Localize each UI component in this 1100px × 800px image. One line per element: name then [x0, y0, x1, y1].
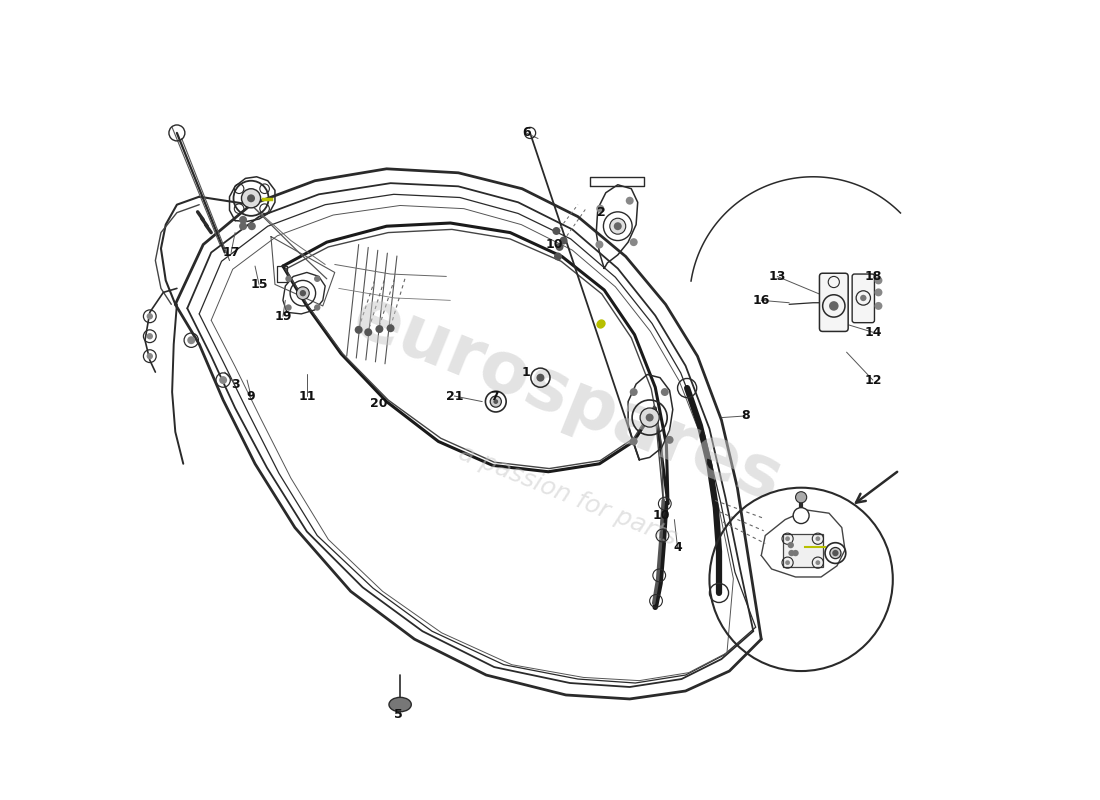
Text: 5: 5 — [394, 709, 403, 722]
Text: 17: 17 — [222, 246, 240, 259]
Text: 8: 8 — [741, 410, 749, 422]
Ellipse shape — [389, 698, 411, 712]
Circle shape — [789, 550, 794, 556]
Circle shape — [552, 227, 560, 235]
Text: 6: 6 — [521, 126, 530, 139]
Circle shape — [560, 237, 568, 245]
Circle shape — [239, 216, 248, 224]
Circle shape — [785, 536, 790, 541]
Text: 10: 10 — [546, 238, 563, 251]
Text: a passion for parts: a passion for parts — [455, 441, 680, 550]
Text: 2: 2 — [597, 206, 606, 219]
FancyBboxPatch shape — [852, 274, 874, 322]
Circle shape — [874, 277, 882, 285]
Circle shape — [874, 302, 882, 310]
Circle shape — [354, 326, 363, 334]
Circle shape — [609, 218, 626, 234]
Circle shape — [556, 243, 563, 251]
FancyBboxPatch shape — [783, 534, 823, 567]
Circle shape — [285, 276, 292, 282]
Circle shape — [646, 414, 653, 422]
Text: 14: 14 — [865, 326, 881, 338]
Circle shape — [146, 353, 153, 359]
Text: 18: 18 — [865, 270, 881, 283]
Circle shape — [187, 336, 195, 344]
Circle shape — [833, 550, 838, 556]
Text: 15: 15 — [251, 278, 267, 291]
Circle shape — [297, 286, 309, 299]
Text: 16: 16 — [752, 294, 770, 307]
Circle shape — [239, 222, 248, 230]
Circle shape — [815, 536, 821, 541]
Circle shape — [795, 492, 806, 503]
Circle shape — [248, 222, 256, 230]
Circle shape — [386, 324, 395, 332]
Circle shape — [314, 304, 320, 310]
Circle shape — [596, 205, 604, 213]
Circle shape — [491, 396, 502, 407]
Circle shape — [629, 438, 638, 446]
Circle shape — [829, 547, 842, 558]
Circle shape — [248, 194, 255, 202]
FancyBboxPatch shape — [820, 274, 848, 331]
Circle shape — [494, 399, 498, 404]
Text: eurospares: eurospares — [343, 282, 792, 518]
Text: 19: 19 — [274, 310, 292, 322]
Text: 3: 3 — [231, 378, 240, 390]
Circle shape — [537, 374, 544, 382]
Circle shape — [314, 276, 320, 282]
Text: 10: 10 — [653, 509, 670, 522]
Circle shape — [554, 253, 562, 261]
Circle shape — [666, 436, 673, 444]
Text: 21: 21 — [446, 390, 463, 402]
Circle shape — [661, 388, 669, 396]
Circle shape — [785, 560, 790, 565]
Circle shape — [829, 301, 838, 310]
Circle shape — [146, 333, 153, 339]
Text: 13: 13 — [769, 270, 785, 283]
Circle shape — [219, 376, 227, 384]
Circle shape — [629, 238, 638, 246]
Circle shape — [614, 222, 622, 230]
Text: 7: 7 — [490, 390, 498, 402]
Circle shape — [242, 189, 261, 208]
Text: 12: 12 — [865, 374, 881, 386]
Circle shape — [629, 388, 638, 396]
Circle shape — [375, 325, 384, 333]
Circle shape — [640, 408, 659, 427]
Circle shape — [788, 542, 794, 548]
Circle shape — [285, 304, 292, 310]
Circle shape — [299, 290, 306, 296]
Circle shape — [146, 313, 153, 319]
Circle shape — [595, 241, 604, 249]
Circle shape — [860, 294, 867, 301]
Circle shape — [792, 550, 799, 556]
Text: 9: 9 — [246, 390, 255, 402]
Text: 11: 11 — [298, 390, 316, 402]
Circle shape — [874, 288, 882, 296]
Circle shape — [793, 508, 810, 523]
Text: 4: 4 — [673, 541, 682, 554]
Circle shape — [626, 197, 634, 205]
Text: 20: 20 — [370, 398, 387, 410]
Circle shape — [364, 328, 372, 336]
Circle shape — [815, 560, 821, 565]
Text: 1: 1 — [521, 366, 530, 378]
